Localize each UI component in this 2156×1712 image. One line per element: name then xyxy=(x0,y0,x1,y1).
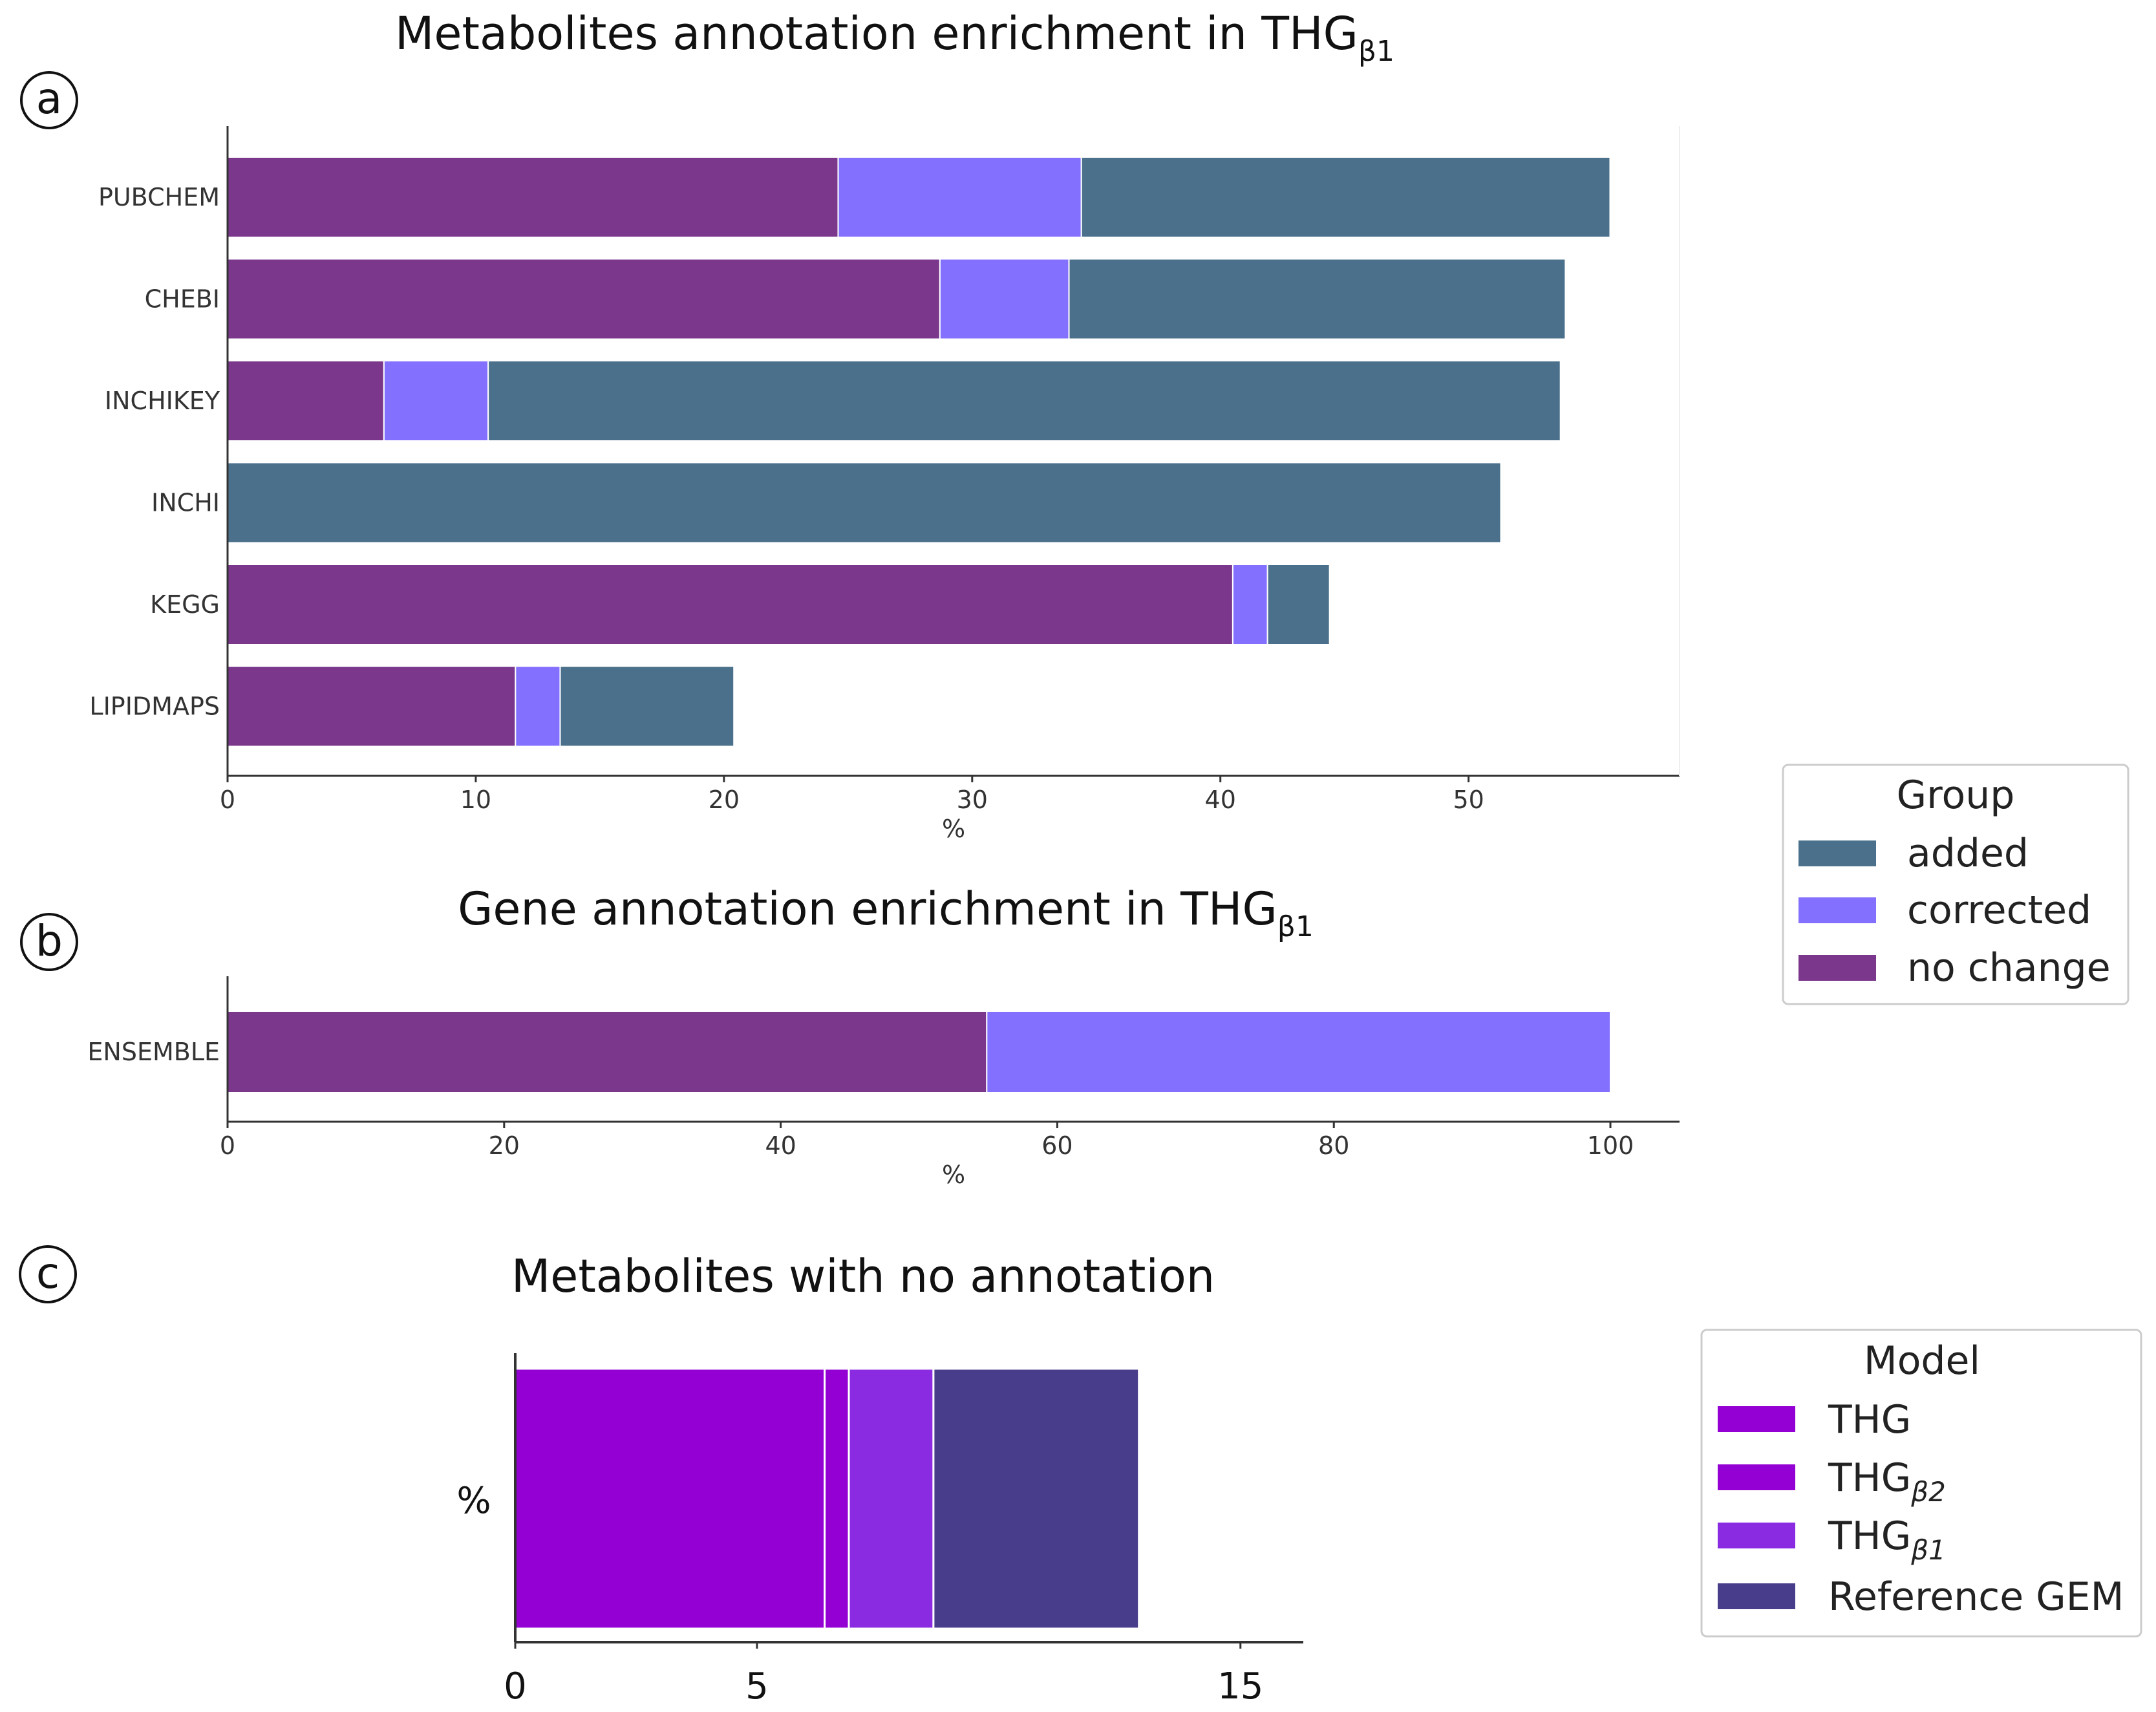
x-tick-label-10: 10 xyxy=(460,786,491,814)
panel-label-b: b xyxy=(36,916,63,966)
panel-label-circle-b xyxy=(20,913,78,971)
panel-b: b Gene annotation enrichment in THGβ1 EN… xyxy=(20,883,1680,1189)
x-tick-label-40: 40 xyxy=(765,1131,796,1160)
panel-a-x-label: % xyxy=(942,815,965,843)
panel-c-title: Metabolites with no annotation xyxy=(511,1250,1215,1303)
bar-inchikey-corrected xyxy=(383,360,489,442)
x-tick-label-40: 40 xyxy=(1205,786,1236,814)
bar-kegg-corrected xyxy=(1232,564,1268,645)
model-legend: Model THG THGβ2 THGβ1 Reference GEM xyxy=(1700,1329,2142,1638)
panel-label-circle-c xyxy=(19,1245,77,1303)
x-tick-label-0: 0 xyxy=(220,1131,235,1160)
x-tick-label-0: 0 xyxy=(220,786,235,814)
legend-label-thg: THG xyxy=(1828,1397,1911,1442)
x-tick-label-5: 5 xyxy=(745,1665,769,1707)
bar-inchikey-added xyxy=(487,360,1561,442)
bar-kegg-added xyxy=(1266,564,1330,645)
x-tick-label-60: 60 xyxy=(1041,1131,1073,1160)
bar-chebi-no-change xyxy=(227,258,941,340)
bar-lipidmaps-added xyxy=(559,665,735,747)
x-tick-label-0: 0 xyxy=(504,1665,527,1707)
bar-lipidmaps-no-change xyxy=(227,665,517,747)
legend-label-corrected: corrected xyxy=(1907,888,2091,933)
legend-swatch-thg-b1 xyxy=(1718,1523,1795,1548)
x-tick-label-30: 30 xyxy=(957,786,988,814)
bar-inchikey-no-change xyxy=(227,360,385,442)
legend-swatch-thg xyxy=(1718,1406,1795,1432)
legend-swatch-thg-b2 xyxy=(1718,1464,1795,1490)
panel-c-x-ticks: 0 5 15 xyxy=(504,1642,1263,1707)
bar-pubchem-corrected xyxy=(837,156,1082,238)
panel-c-y-label: % xyxy=(456,1480,491,1522)
panel-c-bars xyxy=(514,1367,1140,1630)
x-tick-label-80: 80 xyxy=(1318,1131,1349,1160)
legend-label-added: added xyxy=(1907,831,2029,876)
panel-a-x-ticks: 0 10 20 30 40 50 xyxy=(220,776,1484,814)
bar-ensemble-no-change xyxy=(227,1011,988,1093)
bar-chebi-added xyxy=(1068,258,1566,340)
bar-kegg-no-change xyxy=(227,564,1233,645)
panel-a: a Metabolites annotation enrichment in T… xyxy=(20,7,1680,843)
bar-total-thg xyxy=(514,1367,826,1630)
legend-label-no-change: no change xyxy=(1907,945,2111,990)
model-legend-title: Model xyxy=(1864,1338,1980,1384)
legend-label-thg-b1: THGβ1 xyxy=(1828,1514,1946,1566)
panel-a-bars xyxy=(227,156,1611,747)
bar-total-thg-2 xyxy=(824,1367,850,1630)
panel-b-x-ticks: 0 20 40 60 80 100 xyxy=(220,1122,1634,1160)
category-label-chebi: CHEBI xyxy=(145,285,220,314)
panel-b-category-labels: ENSEMBLE xyxy=(87,1038,220,1066)
panel-label-a: a xyxy=(36,74,62,123)
model-legend-frame xyxy=(1700,1329,2142,1638)
panel-b-title: Gene annotation enrichment in THGβ1 xyxy=(458,883,1314,943)
panel-b-bars xyxy=(227,1011,1612,1093)
x-tick-label-20: 20 xyxy=(489,1131,520,1160)
bar-lipidmaps-corrected xyxy=(515,665,561,747)
x-tick-label-20: 20 xyxy=(709,786,740,814)
group-legend: Group added corrected no change xyxy=(1782,764,2129,1005)
panel-a-category-labels: PUBCHEM CHEBI INCHIKEY INCHI KEGG LIPIDMAPS xyxy=(89,183,220,721)
panel-b-x-label: % xyxy=(942,1161,965,1189)
bar-ensemble-corrected xyxy=(986,1011,1612,1093)
legend-swatch-reference-gem xyxy=(1718,1583,1795,1609)
bar-chebi-corrected xyxy=(939,258,1070,340)
legend-swatch-added xyxy=(1798,840,1876,866)
legend-swatch-corrected xyxy=(1798,897,1876,923)
group-legend-frame xyxy=(1782,764,2129,1005)
category-label-kegg: KEGG xyxy=(150,590,220,619)
x-tick-label-50: 50 xyxy=(1453,786,1484,814)
category-label-inchi: INCHI xyxy=(151,489,220,517)
bar-inchi-added xyxy=(227,462,1502,544)
legend-label-thg-b2: THGβ2 xyxy=(1828,1455,1946,1508)
category-label-pubchem: PUBCHEM xyxy=(98,183,220,211)
bar-pubchem-no-change xyxy=(227,156,839,238)
category-label-inchikey: INCHIKEY xyxy=(105,387,220,415)
panel-label-circle-a xyxy=(20,71,78,129)
category-label-lipidmaps: LIPIDMAPS xyxy=(89,692,220,721)
panel-label-c: c xyxy=(36,1248,59,1298)
bar-total-reference-gem xyxy=(932,1367,1140,1630)
panel-a-title: Metabolites annotation enrichment in THG… xyxy=(395,7,1394,68)
bar-total-thg-1 xyxy=(848,1367,935,1630)
x-tick-label-100: 100 xyxy=(1587,1131,1634,1160)
bar-pubchem-added xyxy=(1080,156,1611,238)
category-label-ensemble: ENSEMBLE xyxy=(87,1038,220,1066)
panel-c: c Metabolites with no annotation 0 5 15 % xyxy=(19,1245,1303,1707)
legend-label-reference-gem: Reference GEM xyxy=(1828,1574,2124,1620)
group-legend-title: Group xyxy=(1897,773,2015,818)
x-tick-label-15: 15 xyxy=(1217,1665,1263,1707)
legend-swatch-no-change xyxy=(1798,955,1876,981)
